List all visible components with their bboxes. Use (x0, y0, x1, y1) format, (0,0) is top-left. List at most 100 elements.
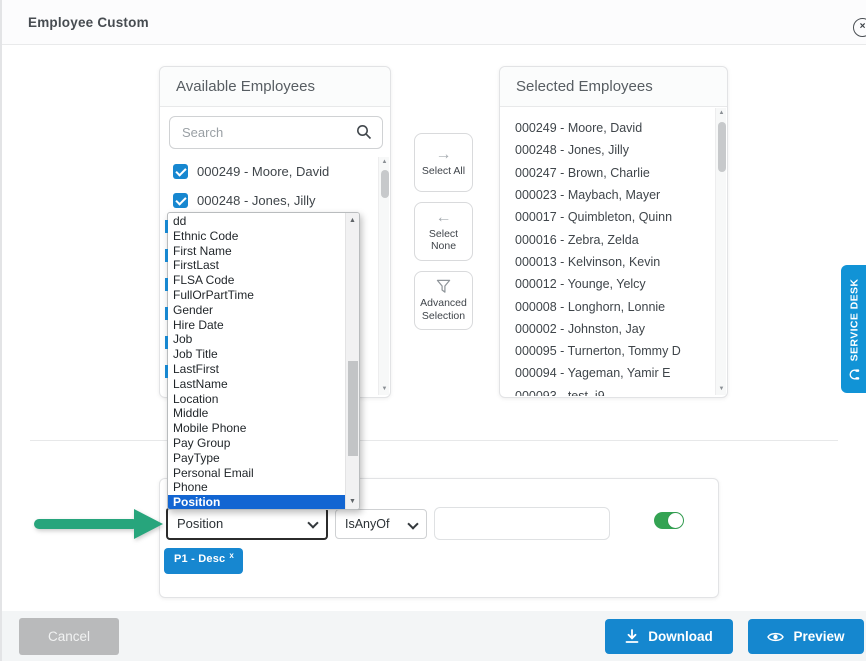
dropdown-scrollbar[interactable]: ▲ ▼ (345, 213, 359, 509)
arrow-right-icon: → (435, 145, 452, 163)
list-item[interactable]: 000017 - Quimbleton, Quinn (515, 210, 673, 225)
page-title: Employee Custom (28, 15, 149, 30)
dropdown-option[interactable]: Gender (173, 302, 214, 317)
list-item[interactable]: 000013 - Kelvinson, Kevin (515, 254, 661, 269)
dropdown-option[interactable]: Hire Date (173, 317, 224, 332)
select-all-button[interactable]: → Select All (414, 133, 473, 192)
list-item[interactable]: 000095 - Turnerton, Tommy D (515, 344, 681, 359)
preview-button[interactable]: Preview (748, 619, 864, 654)
dropdown-option[interactable]: LastFirst (173, 361, 220, 376)
advanced-selection-button[interactable]: Advanced Selection (414, 271, 473, 330)
dropdown-option[interactable]: Middle (173, 406, 209, 421)
preview-label: Preview (793, 629, 845, 644)
filter-funnel-icon (436, 280, 451, 294)
dropdown-option[interactable]: Job (173, 332, 193, 347)
list-item[interactable]: 000248 - Jones, Jilly (161, 186, 379, 215)
scrollbar-thumb[interactable] (380, 170, 389, 198)
dropdown-option[interactable]: Personal Email (173, 465, 254, 480)
search-input[interactable] (169, 116, 383, 149)
field-select-value: Position (177, 516, 224, 531)
operator-select[interactable]: IsAnyOf (335, 509, 427, 539)
list-item[interactable]: 000093 - test, i9 (515, 388, 605, 396)
dropdown-option[interactable]: Pay Group (173, 435, 231, 450)
modal-header: Employee Custom × (2, 0, 866, 45)
hidden-checkbox-sliver (165, 220, 168, 233)
dropdown-option[interactable]: FirstLast (173, 258, 220, 273)
arrow-left-icon: ← (435, 208, 452, 226)
select-none-label: Select None (428, 227, 459, 252)
download-button[interactable]: Download (605, 619, 733, 654)
list-item[interactable]: 000249 - Moore, David (161, 157, 379, 186)
section-divider (30, 440, 838, 441)
chip-label: P1 - Desc (174, 553, 226, 565)
dropdown-option[interactable]: Job Title (173, 347, 218, 362)
download-icon (625, 629, 639, 643)
available-employee-list: 000249 - Moore, David 000248 - Jones, Ji… (161, 157, 379, 397)
chip-close-icon[interactable]: x (229, 551, 234, 560)
list-item[interactable]: 000247 - Brown, Charlie (515, 165, 650, 180)
selected-list-scrollbar[interactable]: ▲ ▼ (715, 108, 726, 395)
scrollbar-thumb[interactable] (347, 361, 358, 456)
selected-employees-title: Selected Employees (500, 67, 727, 107)
headset-icon (848, 368, 859, 380)
chevron-down-icon (308, 519, 317, 528)
scrollbar-thumb[interactable] (717, 122, 726, 172)
employee-label: 000249 - Moore, David (197, 164, 330, 179)
toggle-knob (668, 513, 683, 528)
scroll-up-icon[interactable]: ▲ (381, 159, 388, 165)
list-item[interactable]: 000023 - Maybach, Mayer (515, 188, 661, 203)
modal-footer: Cancel Download Preview (2, 611, 866, 661)
cancel-label: Cancel (47, 629, 91, 644)
dropdown-option[interactable]: Phone (173, 480, 208, 495)
dropdown-option[interactable]: Ethnic Code (173, 228, 239, 243)
selected-employees-panel: Selected Employees 000249 - Moore, David… (499, 66, 728, 398)
close-icon[interactable]: × (853, 18, 866, 37)
dropdown-option[interactable]: LastName (173, 376, 228, 391)
checkbox-checked-icon[interactable] (173, 193, 188, 208)
available-list-scrollbar[interactable]: ▲ ▼ (378, 157, 389, 395)
chevron-down-icon (408, 520, 417, 529)
service-desk-inner: SERVICE DESK (841, 265, 866, 393)
eye-icon (767, 632, 785, 641)
scroll-up-icon[interactable]: ▲ (349, 217, 356, 224)
list-item[interactable]: 000248 - Jones, Jilly (515, 143, 629, 158)
dropdown-option[interactable]: Position (168, 495, 346, 509)
list-item[interactable]: 000002 - Johnston, Jay (515, 321, 645, 336)
list-item[interactable]: 000008 - Longhorn, Lonnie (515, 299, 666, 314)
list-item[interactable]: 000012 - Younge, Yelcy (515, 277, 646, 292)
scroll-down-icon[interactable]: ▼ (381, 386, 388, 392)
dropdown-option[interactable]: Location (173, 391, 219, 406)
checkbox-checked-icon[interactable] (173, 164, 188, 179)
cancel-button[interactable]: Cancel (19, 618, 119, 655)
advanced-selection-label: Advanced Selection (420, 297, 467, 322)
dropdown-option[interactable]: Mobile Phone (173, 421, 247, 436)
dropdown-option[interactable]: FullOrPartTime (173, 287, 254, 302)
list-item[interactable]: 000249 - Moore, David (515, 121, 643, 136)
dropdown-option[interactable]: First Name (173, 243, 232, 258)
filter-value-input[interactable] (434, 507, 610, 540)
dropdown-option-list: dd Ethnic Code First Name FirstLast FLSA Cod… (168, 214, 346, 509)
select-none-button[interactable]: ← Select None (414, 202, 473, 261)
hidden-checkbox-sliver (165, 336, 168, 349)
filter-chip[interactable]: P1 - Desc x (164, 548, 243, 574)
service-desk-label: SERVICE DESK (847, 278, 860, 361)
field-select[interactable]: Position (166, 507, 328, 540)
service-desk-tab[interactable]: SERVICE DESK (841, 265, 866, 393)
dropdown-option[interactable]: PayType (173, 450, 220, 465)
field-options-dropdown: dd Ethnic Code First Name FirstLast FLSA Cod… (167, 212, 360, 510)
scroll-down-icon[interactable]: ▼ (718, 386, 725, 392)
dropdown-option[interactable]: dd (173, 214, 187, 228)
filter-enabled-toggle[interactable] (654, 512, 684, 529)
available-employees-title: Available Employees (160, 67, 390, 107)
download-label: Download (648, 629, 713, 644)
scroll-up-icon[interactable]: ▲ (718, 110, 725, 116)
annotation-arrow-icon (34, 509, 163, 539)
list-item[interactable]: 000094 - Yageman, Yamir E (515, 366, 671, 381)
scroll-down-icon[interactable]: ▼ (349, 498, 356, 505)
operator-select-value: IsAnyOf (345, 517, 390, 531)
hidden-checkbox-sliver (165, 365, 168, 378)
hidden-checkbox-sliver (165, 249, 168, 262)
list-item[interactable]: 000016 - Zebra, Zelda (515, 232, 639, 247)
dropdown-option[interactable]: FLSA Code (173, 273, 235, 288)
hidden-checkbox-sliver (165, 307, 168, 320)
